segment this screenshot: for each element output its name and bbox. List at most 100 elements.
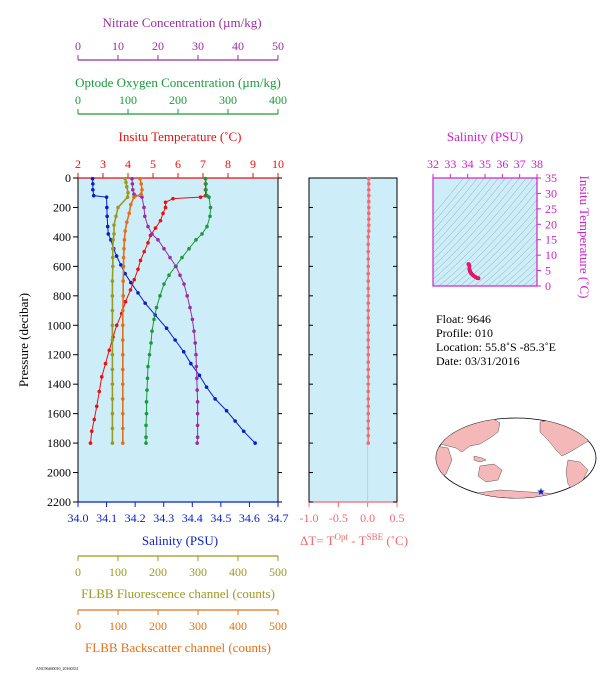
salinity-point	[91, 193, 96, 198]
nitrate-point	[195, 376, 199, 381]
oxygen-tick-label: 100	[119, 93, 137, 107]
fluorescence-axis: 0 100 200 300 400 500	[75, 555, 287, 579]
salinity-point	[164, 326, 169, 331]
salinity-tick-label: 34.0	[68, 511, 89, 525]
temperature-point	[132, 277, 137, 282]
ts-salinity-tick-label: 34	[462, 157, 474, 171]
delta-t-point	[367, 176, 371, 181]
backscatter-point	[139, 192, 143, 196]
oxygen-point	[167, 273, 171, 278]
fluorescence-point	[110, 382, 115, 386]
delta-t-point	[367, 223, 371, 227]
nitrate-point	[142, 205, 146, 210]
delta-t-point	[366, 411, 371, 416]
backscatter-tick-label: 200	[149, 619, 167, 633]
nitrate-point	[168, 255, 172, 260]
nitrate-point	[195, 411, 200, 416]
temperature-point	[161, 211, 165, 216]
date: Date: 03/31/2016	[436, 354, 520, 368]
temperature-point	[94, 404, 99, 409]
salinity-point	[189, 361, 193, 366]
pressure-tick-label: 0	[65, 171, 71, 185]
nitrate-point	[188, 305, 192, 310]
temperature-point	[107, 348, 112, 353]
temperature-tick-label: 9	[250, 157, 256, 171]
nitrate-point	[130, 182, 135, 186]
delta-t-series	[366, 176, 371, 445]
oxygen-point	[144, 400, 149, 404]
delta-t-point	[367, 182, 371, 186]
backscatter-point	[121, 279, 125, 283]
temperature-point	[171, 196, 175, 201]
oxygen-point	[187, 246, 191, 251]
fluorescence-tick-label: 0	[75, 565, 81, 579]
ts-temperature-tick-label: 25	[545, 202, 557, 216]
nitrate-tick-label: 50	[272, 39, 284, 53]
ts-salinity-tick-label: 36	[496, 157, 508, 171]
temperature-point	[163, 200, 168, 205]
ts-temperature-tick-label: 20	[545, 217, 557, 231]
nitrate-point	[140, 195, 144, 199]
fluorescence-point	[125, 185, 129, 189]
nitrate-axis: 0 10 20 30 40 50	[75, 39, 284, 61]
backscatter-point	[121, 352, 125, 357]
oxygen-point	[194, 238, 198, 242]
nitrate-point	[195, 441, 199, 445]
nitrate-point	[132, 192, 136, 196]
salinity-point	[233, 419, 237, 423]
temperature-tick-label: 8	[225, 157, 231, 171]
delta-t-point	[367, 199, 371, 204]
temperature-axis: 2 3 4 5 6 7 8 9 10	[75, 157, 284, 179]
temperature-point	[146, 241, 150, 245]
backscatter-point	[121, 382, 125, 386]
salinity-point	[105, 205, 109, 210]
oxygen-point	[152, 317, 156, 322]
delta-t-point	[366, 294, 371, 298]
ts-salinity-axis-label: Salinity (PSU)	[447, 129, 523, 144]
ts-temperature-tick-label: 0	[545, 279, 551, 293]
delta-t-point	[367, 205, 371, 210]
nitrate-point	[195, 400, 200, 404]
oxygen-point	[204, 187, 208, 192]
nitrate-point	[195, 423, 200, 428]
location: Location: 55.8˚S -85.3˚E	[436, 340, 556, 354]
delta-t-point	[366, 375, 371, 379]
fluorescence-point	[110, 279, 115, 283]
fluorescence-point	[110, 323, 115, 328]
temperature-point	[88, 441, 93, 445]
delta-t-point	[366, 433, 371, 438]
salinity-point	[114, 254, 119, 258]
nitrate-point	[193, 341, 197, 345]
fluorescence-point	[112, 223, 116, 227]
ts-point	[467, 263, 472, 268]
delta-t-point	[367, 187, 371, 192]
fluorescence-point	[112, 232, 116, 236]
float-location-star: ★	[537, 487, 546, 498]
backscatter-tick-label: 400	[229, 619, 247, 633]
oxygen-point	[158, 294, 162, 298]
pressure-tick-label: 1000	[47, 318, 71, 332]
salinity-point	[181, 349, 186, 354]
salinity-point	[91, 182, 95, 186]
nitrate-point	[146, 224, 150, 229]
nitrate-point	[194, 352, 198, 357]
temperature-point	[142, 249, 147, 254]
land-australia	[477, 463, 503, 483]
oxygen-point	[147, 352, 152, 357]
backscatter-axis: 0 100 200 300 400 500	[75, 609, 287, 633]
salinity-point	[173, 338, 177, 342]
temperature-line	[90, 178, 206, 444]
backscatter-point	[121, 426, 125, 431]
nitrate-tick-label: 40	[232, 39, 244, 53]
salinity-point	[213, 397, 217, 401]
backscatter-tick-label: 500	[269, 619, 287, 633]
temperature-point	[103, 361, 108, 366]
temperature-tick-label: 2	[75, 157, 81, 171]
fluorescence-point	[110, 441, 115, 445]
backscatter-point	[132, 195, 136, 199]
oxygen-point	[150, 329, 154, 333]
delta-t-point	[366, 382, 371, 386]
delta-t-point	[366, 249, 371, 254]
fluorescence-point	[110, 352, 115, 357]
ts-salinity-tick-label: 35	[479, 157, 491, 171]
